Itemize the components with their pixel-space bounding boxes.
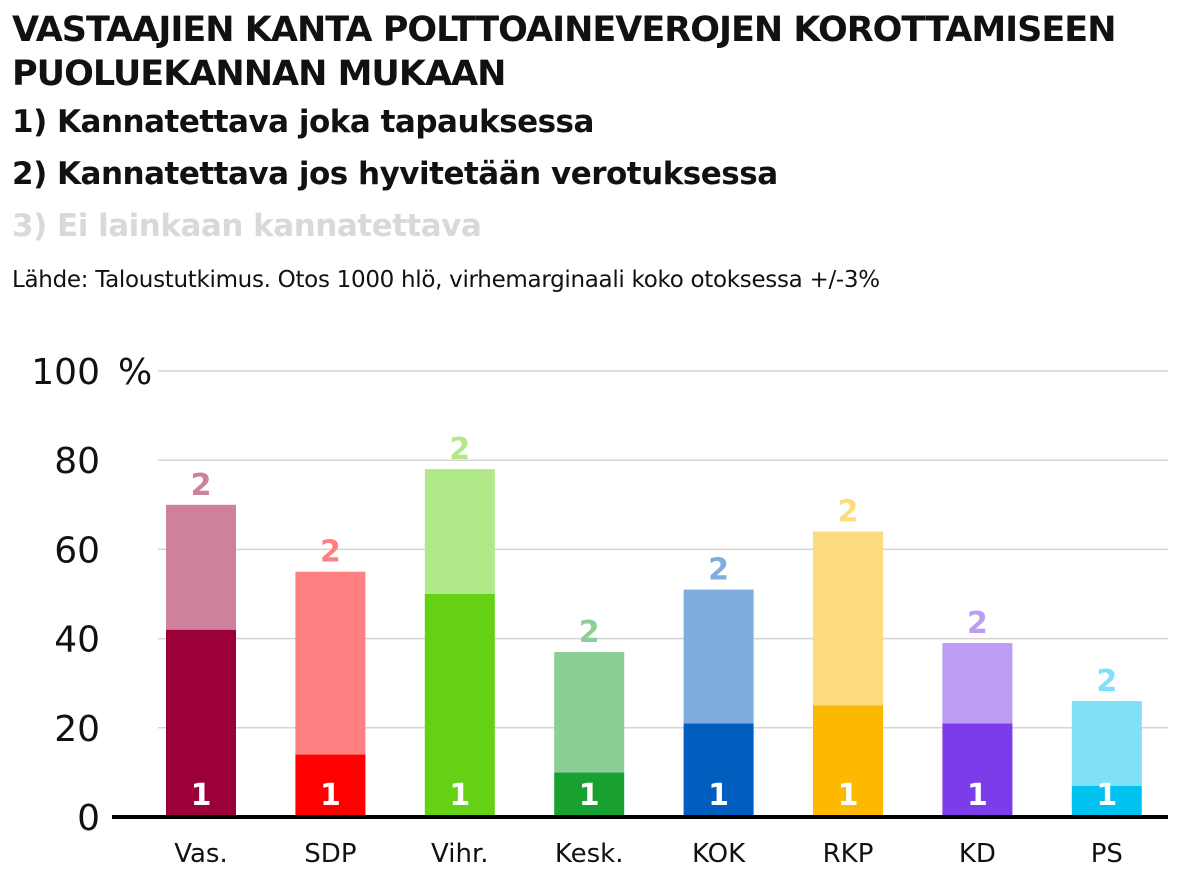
segment-label-1: 1 (1096, 778, 1117, 813)
bar-segment-2 (424, 469, 495, 594)
bar-segment-2 (1071, 701, 1142, 786)
bar-segment-1 (295, 754, 366, 817)
segment-label-1: 1 (449, 778, 470, 813)
chart-title: VASTAAJIEN KANTA POLTTOAINEVEROJEN KOROT… (12, 10, 1117, 94)
segment-label-1: 1 (579, 778, 600, 813)
legend-item-3: 3) Ei lainkaan kannatettava (12, 208, 482, 244)
x-tick-label: RKP (823, 839, 874, 869)
segment-label-2: 2 (320, 535, 341, 570)
legend-item-1: 1) Kannatettava joka tapauksessa (12, 104, 594, 140)
y-tick-label: 40 (54, 620, 100, 661)
chart-header: VASTAAJIEN KANTA POLTTOAINEVEROJEN KOROT… (12, 8, 1192, 308)
segment-label-2: 2 (449, 432, 470, 467)
legend-item-2: 2) Kannatettava jos hyvitetään verotukse… (12, 156, 778, 192)
x-tick-label: KOK (692, 839, 746, 869)
x-axis: Vas. SDP Vihr. Kesk. KOK RKP KD PS (112, 815, 1168, 869)
bar-segment-1 (683, 723, 754, 817)
bar-segment-2 (813, 531, 883, 706)
segment-label-2: 2 (967, 606, 988, 641)
x-tick-label: Vas. (174, 839, 228, 869)
bar-segment-1 (424, 594, 495, 817)
bar-segment-2 (942, 643, 1013, 724)
x-tick-label: KD (959, 839, 996, 869)
y-unit-label: % (118, 352, 152, 393)
x-tick-label: SDP (304, 839, 356, 869)
segment-label-1: 1 (320, 778, 341, 813)
bar-segment-1 (554, 772, 625, 817)
bar-segment-2 (166, 504, 236, 630)
bars: 1 2 1 2 1 2 1 2 1 2 1 2 1 2 1 2 (166, 432, 1142, 817)
bar-segment-2 (683, 589, 754, 724)
segment-label-2: 2 (838, 495, 859, 530)
segment-label-1: 1 (967, 778, 988, 813)
y-tick-label: 60 (54, 530, 100, 571)
bar-segment-2 (295, 571, 366, 755)
x-tick-label: Kesk. (555, 839, 624, 869)
segment-label-2: 2 (1096, 664, 1117, 699)
y-tick-label: 20 (54, 709, 100, 750)
y-axis: 0 20 40 60 80 100% (31, 352, 152, 839)
bar-segment-2 (554, 651, 625, 773)
segment-label-2: 2 (191, 468, 212, 503)
bar-segment-1 (1071, 785, 1142, 817)
segment-label-2: 2 (708, 553, 729, 588)
bar-segment-1 (942, 723, 1013, 817)
segment-label-1: 1 (838, 778, 859, 813)
bar-segment-1 (813, 705, 883, 817)
y-tick-label: 80 (54, 441, 100, 482)
y-tick-label: 0 (77, 798, 100, 839)
bar-segment-1 (166, 629, 236, 817)
source-note: Lähde: Taloustutkimus. Otos 1000 hlö, vi… (12, 267, 880, 293)
segment-label-2: 2 (579, 615, 600, 650)
x-tick-label: PS (1091, 839, 1123, 869)
segment-label-1: 1 (191, 778, 212, 813)
y-tick-label: 100 (31, 352, 100, 393)
segment-label-1: 1 (708, 778, 729, 813)
x-tick-label: Vihr. (431, 839, 488, 869)
